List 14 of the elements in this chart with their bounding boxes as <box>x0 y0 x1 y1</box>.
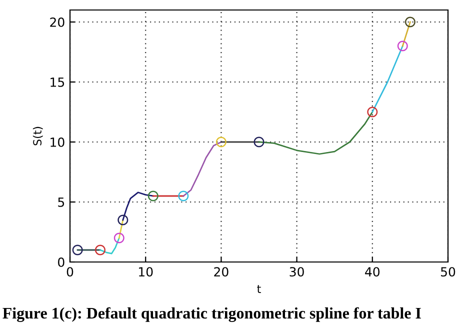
x-axis-title: t <box>257 285 261 293</box>
text: Figure 1(c): Default quadratic trigonometric spline for table I <box>2 307 421 322</box>
y-tick-label: 15 <box>50 78 64 87</box>
x-tick-label: 10 <box>139 267 153 277</box>
y-tick-label: 0 <box>58 257 64 267</box>
x-tick-label: 50 <box>441 267 456 277</box>
x-tick-label: 40 <box>365 267 380 277</box>
x-tick-label: 0 <box>66 267 74 277</box>
x-tick-label: 20 <box>214 267 228 277</box>
y-tick-label: 20 <box>50 17 64 27</box>
y-axis-title: S(t) <box>32 126 43 146</box>
x-tick-label: 30 <box>290 267 304 277</box>
y-tick-label: 10 <box>50 137 64 147</box>
y-tick-label: 5 <box>58 198 64 207</box>
